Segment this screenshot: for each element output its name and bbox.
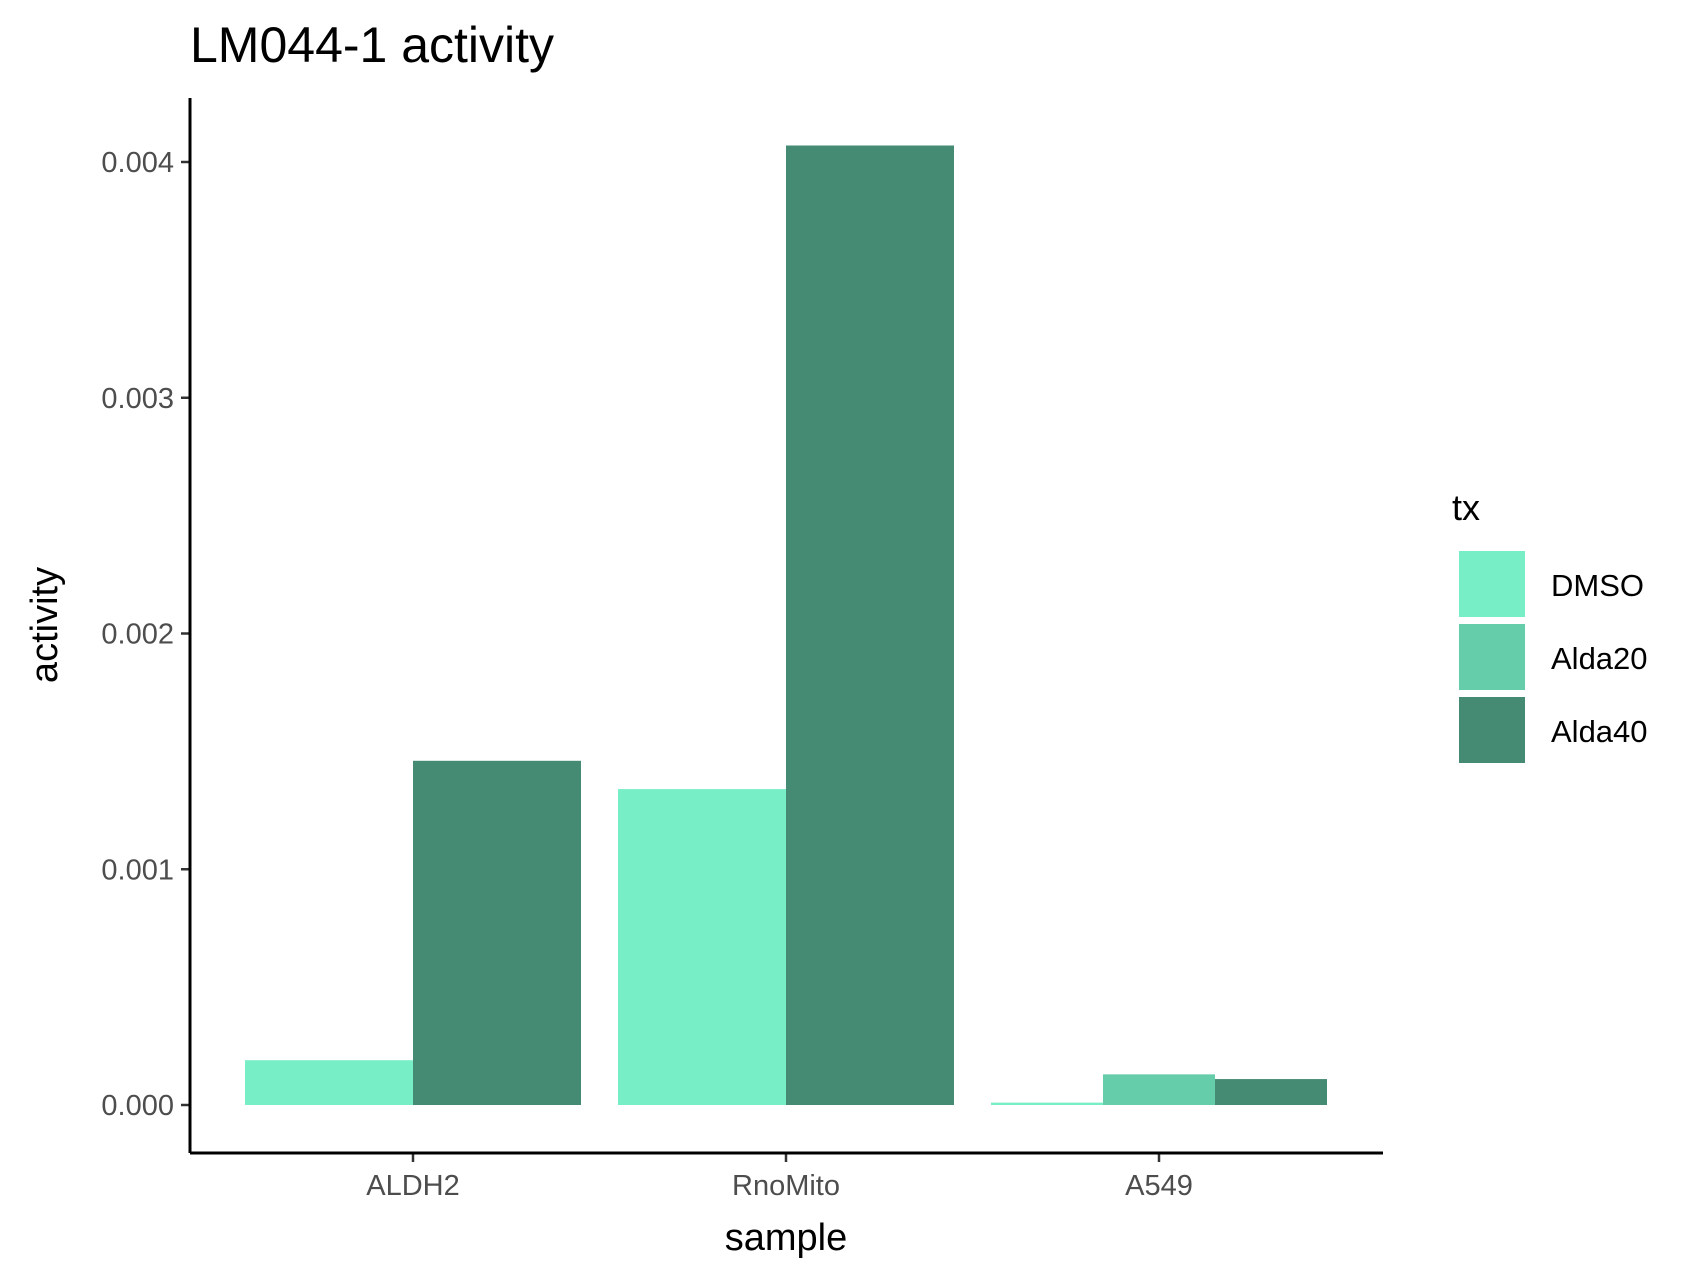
x-tick-label: RnoMito — [732, 1170, 840, 1202]
x-axis-title: sample — [725, 1217, 848, 1259]
bar-rnomito-alda40 — [786, 145, 954, 1105]
legend-title: tx — [1452, 487, 1480, 528]
legend-label-alda40: Alda40 — [1551, 714, 1648, 749]
y-tick-label: 0.000 — [101, 1090, 174, 1122]
legend-swatch-alda40 — [1459, 697, 1525, 763]
legend-swatch-dmso — [1459, 551, 1525, 617]
y-axis-ticks: 0.000 0.001 0.002 0.003 0.004 — [101, 147, 190, 1122]
x-tick-label: A549 — [1125, 1170, 1193, 1202]
y-tick-label: 0.001 — [101, 854, 174, 886]
y-axis-title: activity — [24, 567, 66, 683]
bars-group — [245, 145, 1327, 1105]
chart-title: LM044-1 activity — [190, 17, 554, 73]
bar-a549-alda20 — [1103, 1074, 1215, 1105]
bar-a549-dmso — [991, 1102, 1103, 1105]
bar-rnomito-dmso — [618, 789, 786, 1105]
legend-label-alda20: Alda20 — [1551, 641, 1648, 676]
plot-area: 0.000 0.001 0.002 0.003 0.004 ALDH2 RnoMito A5… — [101, 98, 1383, 1202]
bar-aldh2-dmso — [245, 1060, 413, 1105]
y-tick-label: 0.003 — [101, 383, 174, 415]
legend-swatch-alda20 — [1459, 624, 1525, 690]
bar-aldh2-alda40 — [413, 760, 581, 1105]
y-tick-label: 0.002 — [101, 619, 174, 651]
y-tick-label: 0.004 — [101, 147, 174, 179]
x-tick-label: ALDH2 — [366, 1170, 460, 1202]
legend-label-dmso: DMSO — [1551, 568, 1644, 603]
bar-a549-alda40 — [1215, 1079, 1327, 1105]
legend: tx DMSO Alda20 Alda40 — [1452, 487, 1648, 763]
x-axis-ticks: ALDH2 RnoMito A549 — [366, 1153, 1193, 1202]
